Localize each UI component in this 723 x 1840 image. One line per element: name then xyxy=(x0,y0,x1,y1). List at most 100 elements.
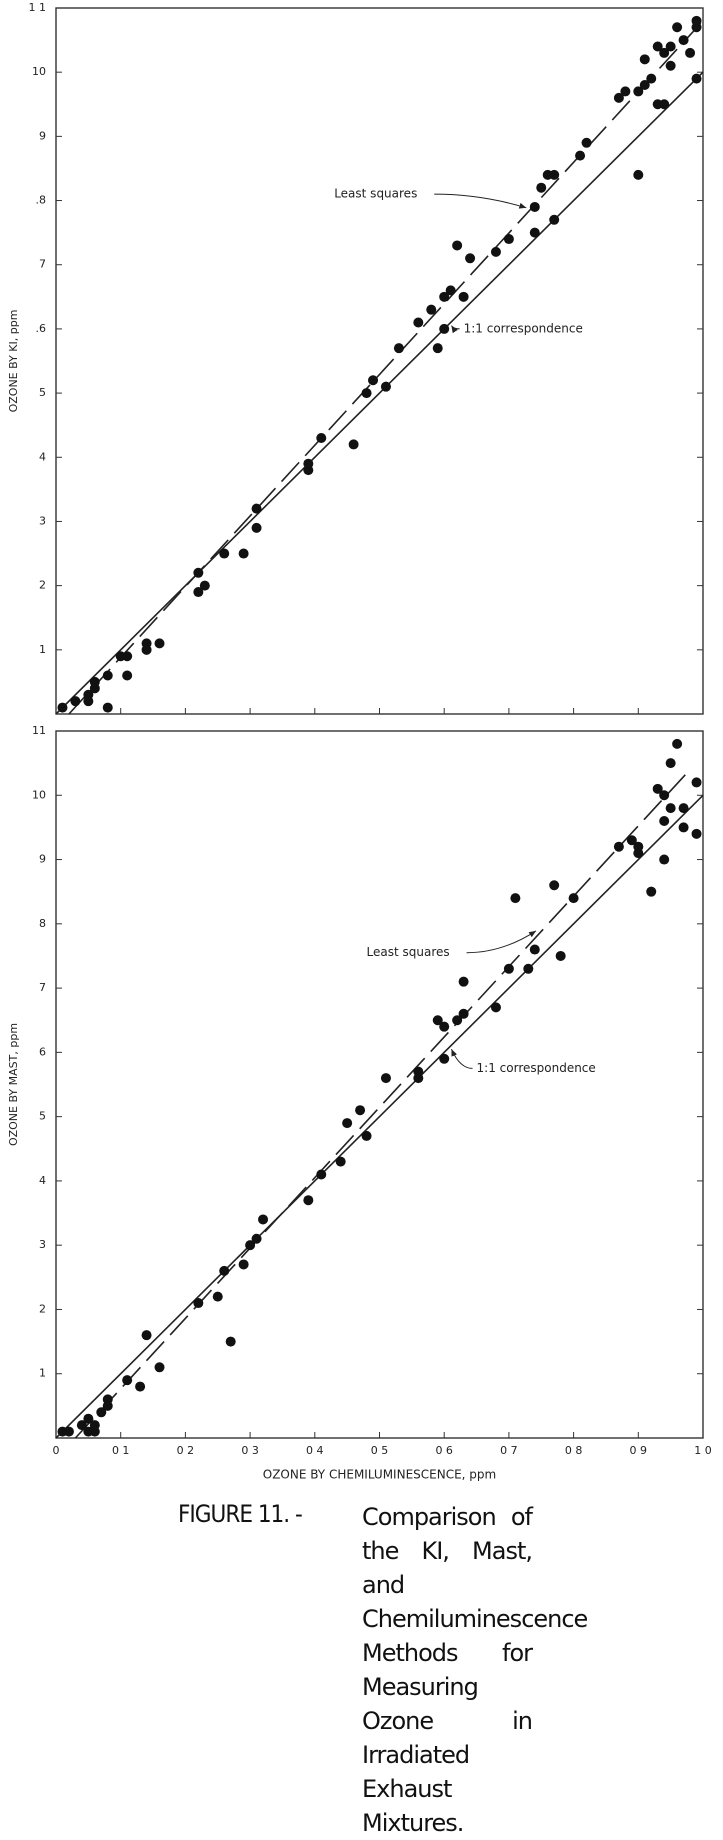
x-tick-label: 0 4 xyxy=(306,1444,324,1457)
y-tick-label: 5 xyxy=(39,386,46,399)
data-point xyxy=(219,548,230,559)
data-point xyxy=(413,317,424,328)
data-point xyxy=(251,503,262,514)
data-point xyxy=(83,696,94,707)
data-point xyxy=(652,41,663,52)
data-point xyxy=(465,253,476,264)
x-tick-label: 0 6 xyxy=(435,1444,453,1457)
data-point xyxy=(652,783,663,794)
data-point xyxy=(458,1008,469,1019)
y-axis-title: OZONE BY MAST, ppm xyxy=(7,1023,20,1146)
line-annotation: 1:1 correspondence xyxy=(464,321,583,335)
data-point xyxy=(89,676,100,687)
y-tick-label: 8 xyxy=(39,917,46,930)
data-point xyxy=(199,580,210,591)
data-point xyxy=(439,1053,450,1064)
data-point xyxy=(639,80,650,91)
data-point xyxy=(303,1195,314,1206)
data-point xyxy=(646,73,657,84)
y-tick-label: 10 xyxy=(32,65,46,78)
caption-text: Comparison of the KI, Mast, and Chemilum… xyxy=(362,1503,588,1837)
y-tick-label: 2 xyxy=(39,579,46,592)
data-point xyxy=(452,240,463,251)
plot-frame xyxy=(55,7,704,715)
data-point xyxy=(355,1105,366,1116)
fit-line xyxy=(55,794,704,1439)
data-point xyxy=(439,323,450,334)
data-point xyxy=(361,388,372,399)
x-tick-label: 0 7 xyxy=(500,1444,518,1457)
data-point xyxy=(555,950,566,961)
data-point xyxy=(413,1066,424,1077)
line-annotation: 1:1 correspondence xyxy=(477,1061,596,1075)
x-tick-label: 0 8 xyxy=(565,1444,583,1457)
x-tick-label: 0 xyxy=(53,1444,60,1457)
data-point xyxy=(439,291,450,302)
data-point xyxy=(678,803,689,814)
data-point xyxy=(529,227,540,238)
data-point xyxy=(659,854,670,865)
data-point xyxy=(225,1336,236,1347)
y-tick-label: 3 xyxy=(39,1238,46,1251)
data-point xyxy=(251,1233,262,1244)
data-point xyxy=(102,702,113,713)
data-point xyxy=(335,1156,346,1167)
y-tick-label: .8 xyxy=(36,194,47,207)
data-point xyxy=(393,343,404,354)
data-point xyxy=(368,375,379,386)
line-annotation: Least squares xyxy=(367,945,450,959)
data-point xyxy=(76,1420,87,1431)
data-point xyxy=(193,587,204,598)
data-point xyxy=(348,439,359,450)
data-point xyxy=(89,1426,100,1437)
data-point xyxy=(238,1259,249,1270)
data-point xyxy=(568,893,579,904)
data-point xyxy=(193,1298,204,1309)
data-point xyxy=(691,828,702,839)
data-point xyxy=(426,304,437,315)
data-point xyxy=(665,803,676,814)
caption-label: FIGURE 11. - xyxy=(178,1500,303,1528)
data-point xyxy=(613,92,624,103)
x-tick-label: 1 0 xyxy=(694,1444,712,1457)
y-tick-label: 7 xyxy=(39,258,46,271)
data-point xyxy=(678,35,689,46)
y-tick-label: 9 xyxy=(39,129,46,142)
data-point xyxy=(691,777,702,788)
data-point xyxy=(380,1073,391,1084)
data-point xyxy=(63,1426,74,1437)
x-tick-label: 0 9 xyxy=(630,1444,648,1457)
data-point xyxy=(96,1407,107,1418)
data-point xyxy=(503,963,514,974)
data-point xyxy=(135,1381,146,1392)
data-point xyxy=(102,670,113,681)
data-point xyxy=(549,169,560,180)
y-tick-label: 11 xyxy=(32,724,46,737)
data-point xyxy=(549,214,560,225)
data-point xyxy=(646,886,657,897)
y-tick-label: 4 xyxy=(39,450,46,463)
data-point xyxy=(439,1021,450,1032)
data-point xyxy=(613,841,624,852)
data-point xyxy=(316,433,327,444)
y-tick-label: .6 xyxy=(36,322,47,335)
data-point xyxy=(380,381,391,392)
data-point xyxy=(193,567,204,578)
data-point xyxy=(523,963,534,974)
y-tick-label: 1 1 xyxy=(29,1,47,14)
data-point xyxy=(620,86,631,97)
data-point xyxy=(659,99,670,110)
data-point xyxy=(458,291,469,302)
data-point xyxy=(141,1330,152,1341)
data-point xyxy=(529,201,540,212)
data-point xyxy=(529,944,540,955)
data-point xyxy=(141,644,152,655)
y-tick-label: 3 xyxy=(39,514,46,527)
y-tick-label: 1 xyxy=(39,1367,46,1380)
data-point xyxy=(633,169,644,180)
y-tick-label: 10 xyxy=(32,788,46,801)
x-axis-title: OZONE BY CHEMILUMINESCENCE, ppm xyxy=(263,1468,496,1482)
data-point xyxy=(678,822,689,833)
data-point xyxy=(665,41,676,52)
